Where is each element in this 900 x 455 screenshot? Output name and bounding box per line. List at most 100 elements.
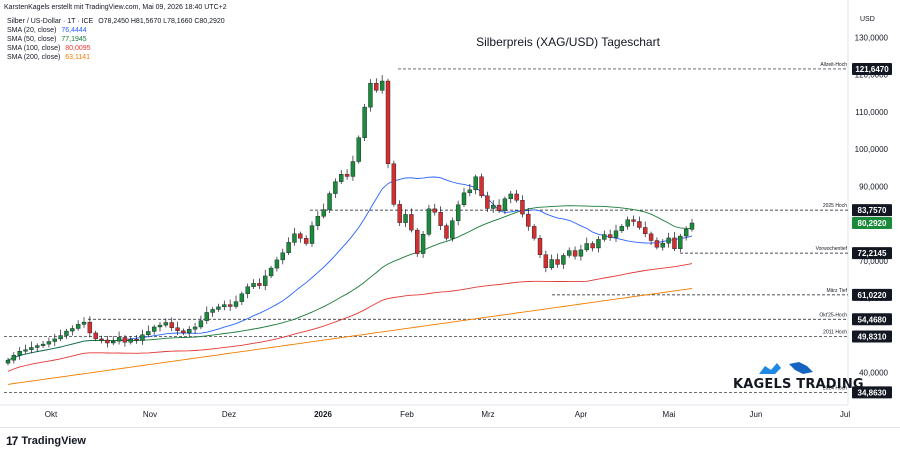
legend-sma-50[interactable]: SMA (50, close) 77,1945	[7, 35, 225, 44]
candle-body	[46, 341, 52, 345]
candle-body	[602, 234, 607, 240]
candle-body	[496, 204, 502, 211]
y-tick-label: 100,0000	[855, 145, 889, 154]
candle-body	[526, 213, 531, 227]
candle-body	[64, 330, 69, 336]
candle-body	[87, 321, 93, 334]
candle-body	[321, 209, 326, 217]
candle-body	[543, 254, 549, 268]
level-price-label: 80,2920	[858, 219, 887, 228]
sma-200-label: SMA (200, close)	[7, 54, 61, 61]
candle-body	[654, 240, 660, 248]
x-tick-label: Nov	[143, 410, 157, 419]
currency-label: USD	[860, 16, 875, 23]
candle-body	[239, 293, 245, 302]
candle-body	[689, 222, 695, 230]
candle-body	[578, 249, 584, 257]
candle-body	[122, 337, 128, 343]
candle-body	[678, 235, 683, 249]
candle-body	[70, 328, 75, 332]
candle-body	[607, 234, 613, 238]
candle-body	[128, 339, 133, 343]
level-note: März Tief	[826, 288, 847, 294]
x-tick-label: Jul	[840, 410, 850, 419]
candle-body	[549, 259, 554, 268]
level-price-tag	[852, 330, 892, 343]
sma-50-value: 77,1945	[61, 36, 87, 43]
candle-body	[409, 214, 414, 231]
level-note: Okt'25-Hoch	[819, 312, 847, 318]
candle-body	[257, 283, 262, 286]
chart-title: Silberpreis (XAG/USD) Tageschart	[476, 35, 661, 49]
price-chart[interactable]: Silberpreis (XAG/USD) Tageschart 40,0000…	[0, 0, 900, 427]
candle-body	[491, 204, 496, 209]
header-credit: KarstenKagels erstellt mit TradingView.c…	[4, 4, 227, 11]
candle-body	[315, 216, 321, 226]
sma-100-label: SMA (100, close)	[7, 45, 61, 52]
candle-body	[233, 301, 239, 307]
tradingview-logo[interactable]: 17 TradingView	[6, 434, 86, 448]
candle-body	[508, 193, 513, 199]
level-note: 2025 Hoch	[823, 203, 847, 209]
sma-100-line	[7, 263, 693, 372]
level-price-tag	[852, 313, 892, 326]
level-price-tag	[852, 288, 892, 301]
candle-body	[502, 198, 508, 211]
x-tick-label: 2026	[314, 410, 332, 419]
candle-body	[5, 359, 11, 364]
candle-body	[292, 233, 297, 243]
candle-body	[99, 338, 104, 341]
instrument-name: Silber / US-Dollar · 1T · ICE	[7, 18, 94, 25]
x-tick-label: Mrz	[481, 410, 494, 419]
footer-bar: 17 TradingView	[0, 427, 900, 455]
candle-body	[175, 327, 180, 331]
candle-body	[134, 339, 139, 341]
candle-body	[105, 339, 110, 344]
level-price-label: 54,4680	[858, 315, 887, 324]
candle-body	[420, 233, 426, 254]
candle-body	[438, 212, 443, 226]
tradingview-text: TradingView	[21, 435, 86, 447]
y-tick-label: 40,0000	[859, 369, 888, 378]
candle-body	[613, 230, 619, 238]
level-note: Allzeit-Hoch	[820, 62, 847, 68]
sma-200-value: 63,1141	[65, 54, 91, 61]
candle-body	[643, 227, 648, 235]
candle-body	[666, 237, 671, 244]
candle-body	[567, 250, 572, 256]
y-tick-label: 110,0000	[855, 108, 888, 117]
time-axis: Okt Nov Dez 2026 Feb Mrz Apr Mai Jun Jul	[45, 410, 851, 419]
candle-body	[52, 338, 57, 342]
candle-body	[660, 242, 665, 248]
level-price-tag	[852, 247, 892, 260]
candle-body	[683, 229, 689, 237]
candle-body	[303, 238, 309, 244]
x-tick-label: Feb	[400, 410, 414, 419]
x-tick-label: Mai	[663, 410, 676, 419]
level-price-tag	[852, 62, 892, 75]
candle-body	[187, 329, 192, 334]
candle-body	[111, 340, 116, 344]
candle-body	[590, 243, 595, 249]
candle-body	[93, 332, 98, 340]
legend-instrument-row: Silber / US-Dollar · 1T · ICE O78,2450 H…	[7, 17, 225, 26]
x-tick-label: Jun	[750, 410, 763, 419]
candle-body	[23, 349, 28, 352]
ohlc-values: O78,2450 H81,5670 L78,1660 C80,2920	[98, 18, 225, 25]
candle-body	[561, 255, 566, 265]
candle-body	[222, 304, 227, 308]
level-price-tag	[852, 217, 892, 230]
legend-sma-200[interactable]: SMA (200, close) 63,1141	[7, 53, 225, 62]
legend-sma-100[interactable]: SMA (100, close) 80,0095	[7, 44, 225, 53]
legend-sma-20[interactable]: SMA (20, close) 76,4444	[7, 26, 225, 35]
candle-body	[596, 239, 601, 249]
candle-body	[151, 326, 157, 332]
level-note: Vorwochentief	[816, 246, 848, 252]
candle-body	[333, 181, 338, 194]
y-tick-label: 130,0000	[855, 33, 889, 42]
level-price-label: 61,0220	[858, 291, 887, 300]
indicator-legend: Silber / US-Dollar · 1T · ICE O78,2450 H…	[7, 17, 225, 62]
sma-20-value: 76,4444	[61, 27, 87, 34]
candle-body	[216, 306, 221, 310]
